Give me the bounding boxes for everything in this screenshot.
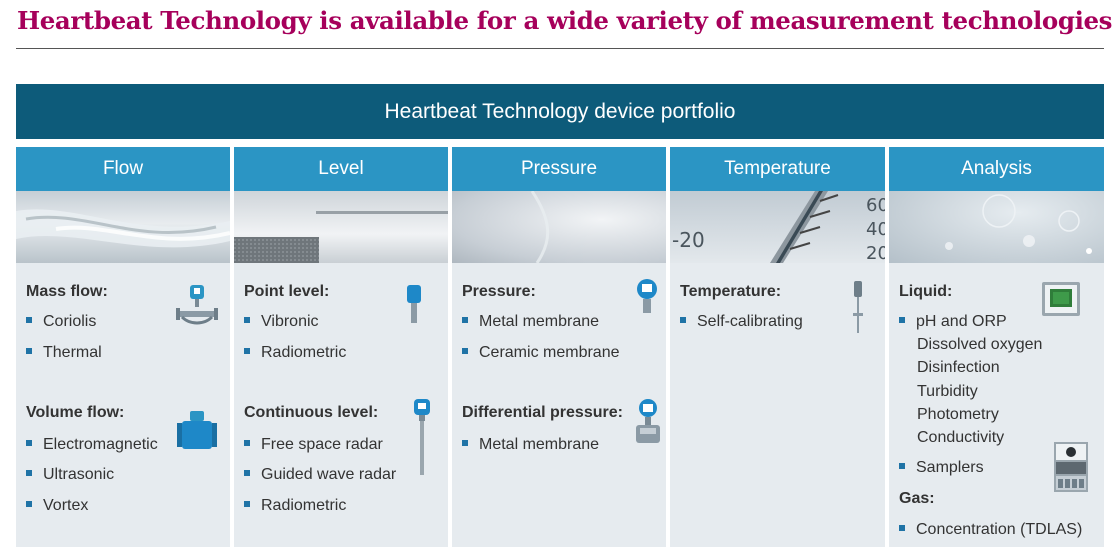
column-body-pressure: Pressure: Metal membrane Ceramic membran…	[452, 263, 666, 547]
electromagnetic-device-icon	[177, 411, 217, 449]
list-subitem: Photometry	[917, 406, 999, 423]
group-label: Continuous level:	[244, 404, 379, 421]
column-header-label: Pressure	[520, 158, 598, 179]
column-analysis: Analysis Liquid: pH and ORP Dissolved ox…	[889, 147, 1104, 547]
bullet	[462, 348, 468, 354]
list-item: Self-calibrating	[680, 313, 803, 331]
bullet	[244, 348, 250, 354]
group-label: Temperature:	[680, 283, 782, 300]
banner-text: Heartbeat Technology device portfolio	[384, 99, 736, 123]
flow-water-image	[16, 209, 230, 248]
bullet	[899, 317, 905, 323]
group-label: Differential pressure:	[462, 404, 623, 421]
bullet	[26, 348, 32, 354]
scale-number: 60	[866, 195, 885, 216]
vibronic-device-icon	[407, 285, 421, 323]
page-title: Heartbeat Technology is available for a …	[17, 6, 1113, 35]
bullet	[244, 317, 250, 323]
group-label: Point level:	[244, 283, 330, 300]
list-subitem: Dissolved oxygen	[917, 336, 1043, 353]
column-header-temperature: Temperature	[670, 147, 885, 191]
column-header-level: Level	[234, 147, 448, 191]
list-item: Guided wave radar	[244, 466, 396, 484]
flow-photo	[16, 191, 230, 263]
bullet	[899, 525, 905, 531]
list-item: Concentration (TDLAS)	[899, 521, 1082, 539]
group-label: Pressure:	[462, 283, 536, 300]
bubbles-image	[945, 194, 1092, 254]
scale-number: -20	[672, 228, 705, 252]
column-body-analysis: Liquid: pH and ORP Dissolved oxygen Disi…	[889, 263, 1104, 547]
bullet	[680, 317, 686, 323]
column-header-label: Temperature	[724, 158, 831, 179]
guided-radar-device-icon	[414, 399, 430, 475]
group-label: Gas:	[899, 490, 935, 507]
column-pressure: Pressure Pressure: Metal membrane Cerami…	[452, 147, 666, 547]
analysis-photo	[889, 191, 1104, 263]
column-header-analysis: Analysis	[889, 147, 1104, 191]
thermometer-scale-image: -20 60 40 20	[672, 191, 885, 263]
bullet	[244, 501, 250, 507]
sampler-device-icon	[1054, 442, 1088, 492]
list-item: Electromagnetic	[26, 436, 158, 454]
title-divider	[16, 48, 1104, 49]
bullet	[244, 440, 250, 446]
scale-number: 40	[866, 219, 885, 240]
scale-number: 20	[866, 243, 885, 263]
pressure-photo	[452, 191, 666, 263]
column-temperature: Temperature -20 60 40 20 Temperature: Se…	[670, 147, 885, 547]
column-level: Level Point level: Vibronic Radiometric …	[234, 147, 448, 547]
liquid-analyzer-icon	[1042, 282, 1080, 316]
list-item: Vibronic	[244, 313, 319, 331]
list-item: Samplers	[899, 459, 984, 477]
bullet	[26, 440, 32, 446]
bullet	[462, 317, 468, 323]
list-item: Free space radar	[244, 436, 383, 454]
bullet	[26, 501, 32, 507]
list-subitem: Disinfection	[917, 359, 1000, 376]
temperature-photo: -20 60 40 20	[670, 191, 885, 263]
group-label: Volume flow:	[26, 404, 125, 421]
column-header-label: Analysis	[961, 158, 1032, 179]
pressure-transmitter-icon	[637, 279, 657, 313]
list-item: Ceramic membrane	[462, 344, 619, 362]
column-header-label: Level	[318, 158, 364, 179]
bullet	[462, 440, 468, 446]
column-flow: Flow Mass flow: Coriolis Thermal Volume …	[16, 147, 230, 547]
bullet	[26, 317, 32, 323]
list-item: Radiometric	[244, 344, 346, 362]
list-subitem: Conductivity	[917, 429, 1005, 446]
level-surface-image	[234, 211, 448, 263]
level-photo	[234, 191, 448, 263]
group-label: Liquid:	[899, 283, 953, 300]
list-item: Thermal	[26, 344, 102, 362]
coriolis-device-icon	[176, 285, 218, 325]
differential-pressure-icon	[636, 399, 660, 443]
pressure-membrane-image	[530, 191, 550, 263]
column-header-label: Flow	[102, 158, 144, 179]
list-item: Ultrasonic	[26, 466, 114, 484]
bullet	[899, 463, 905, 469]
bullet	[26, 470, 32, 476]
list-subitem: Turbidity	[917, 383, 978, 400]
temperature-sensor-icon	[853, 281, 863, 333]
column-header-flow: Flow	[16, 147, 230, 191]
column-header-pressure: Pressure	[452, 147, 666, 191]
column-body-flow: Mass flow: Coriolis Thermal Volume flow:…	[16, 263, 230, 547]
column-body-level: Point level: Vibronic Radiometric Contin…	[234, 263, 448, 547]
portfolio-banner: Heartbeat Technology device portfolio	[16, 84, 1104, 139]
list-item: pH and ORP	[899, 313, 1007, 331]
list-item: Vortex	[26, 497, 88, 515]
bullet	[244, 470, 250, 476]
list-item: Metal membrane	[462, 313, 599, 331]
column-body-temperature: Temperature: Self-calibrating	[670, 263, 885, 547]
list-item: Coriolis	[26, 313, 96, 331]
group-label: Mass flow:	[26, 283, 108, 300]
list-item: Metal membrane	[462, 436, 599, 454]
list-item: Radiometric	[244, 497, 346, 515]
